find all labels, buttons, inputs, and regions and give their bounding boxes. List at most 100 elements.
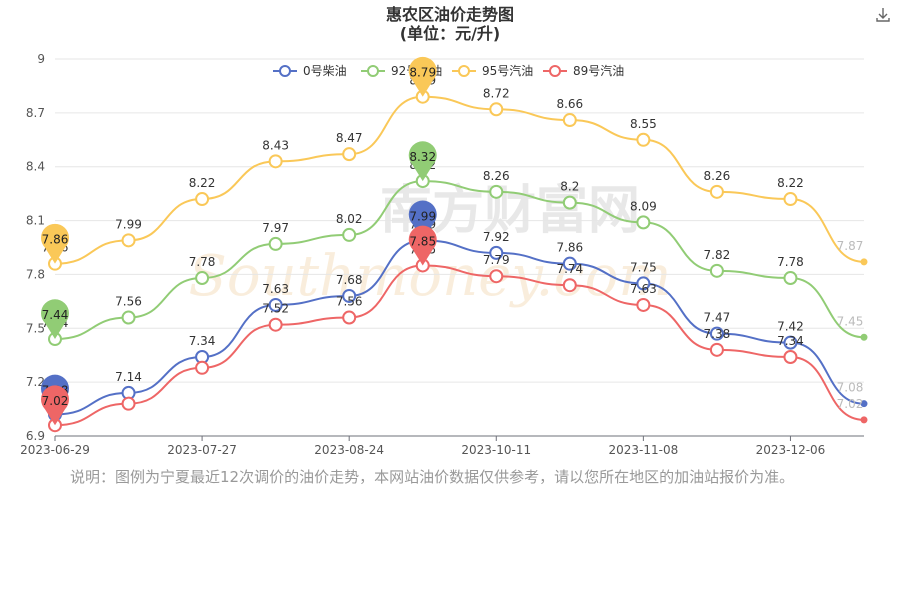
- y-tick-label: 7.8: [26, 267, 45, 281]
- data-point: [562, 195, 577, 210]
- marker-pin-shape: [41, 385, 69, 426]
- data-point: [268, 297, 283, 312]
- data-label: 7.87: [837, 239, 864, 253]
- series-line: [54, 264, 865, 427]
- data-point: [489, 102, 504, 117]
- series-group: 7.02 7.14 7.34 7.63 7.68 7.99 7.92 7.86 7.75 7.47…: [42, 74, 868, 433]
- data-point: [709, 263, 724, 278]
- data-point: [268, 317, 283, 332]
- data-label: 8.55: [630, 117, 657, 131]
- legend-swatch-marker[interactable]: [367, 65, 379, 77]
- data-label: 7.74: [556, 262, 583, 276]
- data-point: [195, 192, 210, 207]
- data-point: [860, 400, 868, 408]
- legend-swatch-marker[interactable]: [458, 65, 470, 77]
- marker-pin-shape: [408, 225, 437, 266]
- legend-label[interactable]: 95号汽油: [482, 63, 533, 78]
- data-label: 7.97: [262, 221, 289, 235]
- data-label: 8.72: [483, 86, 510, 100]
- legend-swatch-marker[interactable]: [279, 65, 291, 77]
- data-label: 8.26: [483, 169, 510, 183]
- data-point: [562, 256, 577, 271]
- legend-swatch-marker[interactable]: [549, 65, 561, 77]
- data-point: [860, 416, 868, 424]
- series-line: [54, 239, 865, 416]
- data-label: 7.47: [704, 311, 731, 325]
- marker-pin: 8.79: [408, 56, 437, 97]
- data-point: [860, 333, 868, 341]
- data-point: [268, 154, 283, 169]
- data-point: [489, 184, 504, 199]
- legend[interactable]: 0号柴油92号汽油95号汽油89号汽油: [273, 63, 624, 78]
- data-label: 7.34: [189, 334, 216, 348]
- legend-label[interactable]: 0号柴油: [303, 64, 347, 78]
- data-point: [636, 215, 651, 230]
- series-line: [54, 95, 865, 265]
- data-label: 8.66: [556, 97, 583, 111]
- data-point: [342, 147, 357, 162]
- marker-pin-shape: [408, 200, 437, 241]
- y-tick-label: 7.5: [26, 321, 45, 335]
- marker-pin-label: 7.99: [409, 209, 436, 223]
- data-label: 7.82: [704, 248, 731, 262]
- data-label: 8.26: [704, 169, 731, 183]
- data-point: [783, 350, 798, 365]
- data-label: 7.79: [483, 253, 510, 267]
- x-tick-label: 2023-12-06: [756, 443, 826, 457]
- legend-label[interactable]: 89号汽油: [573, 63, 624, 78]
- y-tick-label: 9: [37, 52, 45, 66]
- data-point: [489, 245, 504, 260]
- data-point: [709, 326, 724, 341]
- marker-pin: 7.85: [408, 225, 437, 266]
- data-point: [121, 310, 136, 325]
- data-label: 7.78: [189, 255, 216, 269]
- data-label: 7.56: [115, 295, 142, 309]
- data-label: 7.38: [704, 327, 731, 341]
- marker-pin-label: 7.86: [42, 233, 69, 247]
- marker-pin: 7.44: [41, 299, 69, 340]
- marker-pin-label: 8.79: [409, 66, 436, 80]
- data-label: 7.02: [837, 397, 864, 411]
- x-tick-label: 2023-11-08: [608, 443, 678, 457]
- marker-pin-shape: [408, 56, 437, 97]
- data-point: [562, 278, 577, 293]
- data-point: [195, 271, 210, 286]
- data-label: 8.43: [262, 138, 289, 152]
- data-label: 7.63: [262, 282, 289, 296]
- y-tick-label: 8.4: [26, 160, 45, 174]
- data-point: [783, 335, 798, 350]
- x-tick-label: 2023-06-29: [20, 443, 90, 457]
- marker-pin-shape: [41, 223, 69, 264]
- data-label: 7.52: [262, 302, 289, 316]
- data-point: [860, 258, 868, 266]
- data-point: [636, 276, 651, 291]
- data-label: 8.47: [336, 131, 363, 145]
- data-label: 8.22: [777, 176, 804, 190]
- download-icon[interactable]: [874, 6, 892, 24]
- chart-note: 说明：图例为宁夏最近12次调价的油价走势，本网站油价数据仅供参考，请以您所在地区…: [70, 468, 795, 486]
- data-point: [709, 184, 724, 199]
- data-label: 7.08: [837, 381, 864, 395]
- data-label: 7.34: [777, 334, 804, 348]
- data-point: [562, 113, 577, 128]
- data-label: 7.78: [777, 255, 804, 269]
- y-tick-label: 6.9: [26, 429, 45, 443]
- marker-pin: 7.99: [408, 200, 437, 241]
- data-point: [709, 342, 724, 357]
- data-point: [636, 297, 651, 312]
- data-point: [783, 271, 798, 286]
- data-label: 7.14: [115, 370, 142, 384]
- data-label: 7.45: [837, 314, 864, 328]
- data-label: 7.86: [556, 241, 583, 255]
- data-label: 7.68: [336, 273, 363, 287]
- data-point: [195, 360, 210, 375]
- x-tick-label: 2023-07-27: [167, 443, 237, 457]
- y-tick-label: 8.1: [26, 214, 45, 228]
- y-tick-label: 8.7: [26, 106, 45, 120]
- grid: [55, 58, 864, 437]
- data-label: 8.22: [189, 176, 216, 190]
- data-label: 7.56: [336, 295, 363, 309]
